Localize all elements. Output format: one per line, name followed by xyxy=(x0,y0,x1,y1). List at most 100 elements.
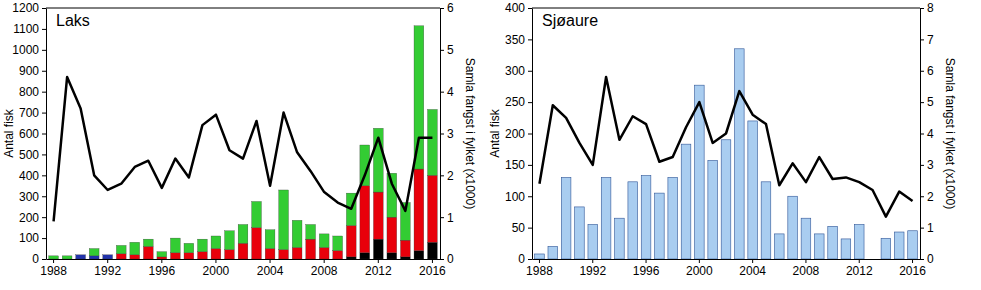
bar xyxy=(841,239,851,259)
y2-axis-tick-mark xyxy=(920,39,924,40)
y2-axis-tick-label: 3 xyxy=(927,158,934,172)
bar xyxy=(414,169,424,251)
y-axis-tick-mark xyxy=(42,92,46,93)
bar xyxy=(346,226,356,257)
y-axis-tick-mark xyxy=(528,8,532,9)
y2-axis-tick-label: 0 xyxy=(927,252,934,266)
y-axis-tick-label: 100 xyxy=(505,190,525,204)
y2-axis-tick: 8 xyxy=(920,1,934,15)
y2-axis-title: Samla fangst i fylket (x1000) xyxy=(943,58,957,209)
y2-axis-tick-mark xyxy=(920,228,924,229)
y-axis-tick-mark xyxy=(42,175,46,176)
y-axis-tick-mark xyxy=(528,102,532,103)
y2-axis-tick: 2 xyxy=(920,190,934,204)
y-axis-tick-label: 900 xyxy=(19,64,39,78)
y-axis-tick-mark xyxy=(42,217,46,218)
y2-axis-tick-label: 4 xyxy=(927,127,934,141)
bar xyxy=(814,234,824,259)
bar xyxy=(414,251,424,259)
y-axis-tick: 900 xyxy=(19,64,46,78)
chart-title: Sjøaure xyxy=(542,12,598,29)
x-axis-tick-mark xyxy=(324,259,325,263)
y-axis-tick-label: 1100 xyxy=(13,22,39,36)
bar xyxy=(306,239,316,259)
x-axis-tick-mark xyxy=(53,259,54,263)
bar xyxy=(360,253,370,259)
x-axis-tick-mark xyxy=(805,259,806,263)
bar xyxy=(225,250,235,259)
y2-axis-tick-mark xyxy=(440,259,444,260)
bar xyxy=(265,230,275,249)
bar xyxy=(62,256,72,259)
bar xyxy=(655,193,665,259)
bar xyxy=(130,255,140,259)
bar xyxy=(198,239,208,252)
y-axis-tick: 250 xyxy=(505,95,532,109)
y-axis-tick-mark xyxy=(42,113,46,114)
y-axis-tick-mark xyxy=(528,259,532,260)
bar xyxy=(170,238,180,253)
bar xyxy=(292,247,302,259)
x-axis-tick: 1996 xyxy=(633,259,660,278)
bar xyxy=(628,182,638,259)
bar xyxy=(360,186,370,253)
bar xyxy=(748,121,758,259)
y-axis-tick-label: 800 xyxy=(19,85,39,99)
x-axis-tick-label: 2004 xyxy=(739,264,766,278)
bar xyxy=(292,220,302,247)
x-axis: 19881992199620002004200820122016 xyxy=(526,259,926,278)
x-axis-tick-mark xyxy=(107,259,108,263)
y-axis-tick: 1000 xyxy=(12,43,46,57)
bar xyxy=(548,246,558,259)
x-axis-tick: 2004 xyxy=(739,259,766,278)
y2-axis: 0123456 xyxy=(440,1,454,266)
bar xyxy=(881,238,891,259)
x-axis-tick-mark xyxy=(270,259,271,263)
y-axis-tick-mark xyxy=(42,259,46,260)
y-axis-tick-label: 0 xyxy=(32,252,39,266)
y-axis-tick-mark xyxy=(42,50,46,51)
y2-axis-tick-mark xyxy=(440,92,444,93)
y2-axis-tick-mark xyxy=(920,165,924,166)
x-axis-tick: 2008 xyxy=(793,259,820,278)
x-axis-tick: 1988 xyxy=(40,259,67,278)
y-axis-tick: 1100 xyxy=(13,22,46,36)
y2-axis-tick-mark xyxy=(440,134,444,135)
y-axis-tick-label: 400 xyxy=(19,169,39,183)
y-axis-tick-label: 1000 xyxy=(12,43,39,57)
y2-axis-title: Samla fangst i fylket (x1000) xyxy=(463,58,477,209)
bar xyxy=(89,256,99,259)
bar xyxy=(761,182,771,259)
x-axis-tick-mark xyxy=(215,259,216,263)
bar xyxy=(170,253,180,259)
y-axis-tick-mark xyxy=(42,71,46,72)
y-axis-tick-mark xyxy=(42,196,46,197)
bar xyxy=(143,246,153,259)
bar xyxy=(49,256,59,259)
bar xyxy=(252,228,262,259)
y2-axis-tick-label: 2 xyxy=(447,169,454,183)
bar xyxy=(708,160,718,259)
bar xyxy=(184,243,194,252)
line xyxy=(539,77,912,217)
y2-axis-tick: 5 xyxy=(920,95,934,109)
y-axis-tick-label: 350 xyxy=(505,33,525,47)
y-axis-tick-mark xyxy=(42,134,46,135)
y2-axis-tick: 7 xyxy=(920,33,934,47)
bar xyxy=(238,224,248,243)
bar xyxy=(143,239,153,246)
bar xyxy=(238,243,248,259)
x-axis-tick-label: 2008 xyxy=(793,264,820,278)
y2-axis-tick-mark xyxy=(440,175,444,176)
bar xyxy=(801,218,811,259)
y-axis-tick-mark xyxy=(42,238,46,239)
y-axis-tick: 150 xyxy=(505,158,532,172)
bar xyxy=(615,218,625,259)
y-axis-tick-mark xyxy=(528,39,532,40)
y-axis-tick-label: 300 xyxy=(505,64,525,78)
y2-axis-tick-label: 6 xyxy=(447,1,454,15)
y2-axis-tick: 4 xyxy=(920,127,934,141)
y-axis-tick-label: 0 xyxy=(518,252,525,266)
bar xyxy=(828,226,838,259)
bar xyxy=(601,177,611,259)
